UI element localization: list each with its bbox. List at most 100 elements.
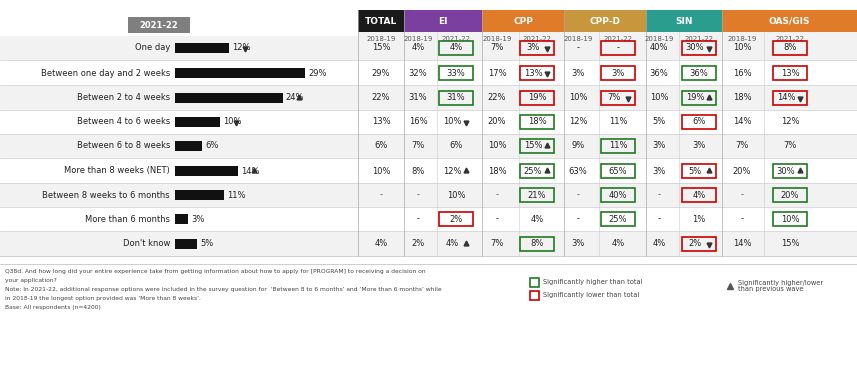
Text: 2021-22: 2021-22 <box>603 36 632 42</box>
Text: 2018-19: 2018-19 <box>482 36 512 42</box>
Text: 32%: 32% <box>409 68 428 78</box>
Text: 18%: 18% <box>733 93 752 102</box>
Text: 13%: 13% <box>524 68 542 78</box>
Bar <box>601 188 635 202</box>
Text: 36%: 36% <box>650 68 668 78</box>
Text: SIN: SIN <box>675 16 692 26</box>
Bar <box>773 188 807 202</box>
Text: 11%: 11% <box>608 142 627 150</box>
Bar <box>358 10 404 32</box>
Text: 10%: 10% <box>488 142 506 150</box>
Bar <box>0 86 857 110</box>
Text: 7%: 7% <box>490 239 504 249</box>
Text: 14%: 14% <box>733 117 752 127</box>
Text: 14%: 14% <box>241 167 260 176</box>
Bar <box>175 214 189 224</box>
Text: 18%: 18% <box>488 167 506 176</box>
Text: Between 8 weeks to 6 months: Between 8 weeks to 6 months <box>42 190 170 199</box>
Text: 17%: 17% <box>488 68 506 78</box>
Text: 6%: 6% <box>449 142 463 150</box>
Text: -: - <box>740 214 744 224</box>
Bar <box>0 36 857 60</box>
Text: 2%: 2% <box>688 239 702 249</box>
Text: 6%: 6% <box>205 142 219 150</box>
Text: Between 6 to 8 weeks: Between 6 to 8 weeks <box>76 142 170 150</box>
Text: 5%: 5% <box>688 167 702 176</box>
Bar <box>520 91 554 105</box>
Bar <box>404 10 482 32</box>
Text: -: - <box>657 190 661 199</box>
Text: 8%: 8% <box>411 167 425 176</box>
Text: 12%: 12% <box>781 117 800 127</box>
Text: 3%: 3% <box>652 142 666 150</box>
Bar <box>520 188 554 202</box>
Text: 2018-19: 2018-19 <box>563 36 593 42</box>
Bar <box>530 291 539 299</box>
Bar <box>0 134 857 158</box>
Bar <box>520 139 554 153</box>
Text: 2021-22: 2021-22 <box>685 36 714 42</box>
Bar <box>520 164 554 178</box>
Text: CPP: CPP <box>513 16 533 26</box>
Bar <box>175 141 202 151</box>
Text: 2021-22: 2021-22 <box>523 36 552 42</box>
Text: 30%: 30% <box>776 167 795 176</box>
Text: 2021-22: 2021-22 <box>441 36 470 42</box>
Text: -: - <box>577 44 579 52</box>
Text: 5%: 5% <box>652 117 666 127</box>
Text: 65%: 65% <box>608 167 627 176</box>
Text: 20%: 20% <box>781 190 800 199</box>
Text: 22%: 22% <box>488 93 506 102</box>
Text: 33%: 33% <box>446 68 465 78</box>
Text: 4%: 4% <box>530 214 543 224</box>
Bar <box>520 237 554 251</box>
Text: 2021-22: 2021-22 <box>776 36 805 42</box>
Bar <box>601 41 635 55</box>
Text: 36%: 36% <box>690 68 709 78</box>
Bar <box>175 239 197 249</box>
Bar <box>439 66 473 80</box>
Bar <box>439 212 473 226</box>
Text: -: - <box>577 214 579 224</box>
Text: 4%: 4% <box>449 44 463 52</box>
Text: 16%: 16% <box>409 117 428 127</box>
Bar <box>682 115 716 129</box>
Bar <box>773 91 807 105</box>
Text: 10%: 10% <box>650 93 668 102</box>
Bar <box>0 207 857 231</box>
Text: 13%: 13% <box>372 117 390 127</box>
Text: TOTAL: TOTAL <box>365 16 397 26</box>
Bar <box>773 66 807 80</box>
Bar <box>773 164 807 178</box>
Text: 10%: 10% <box>223 117 242 127</box>
Bar <box>646 10 722 32</box>
Text: Base: All respondents (n=4200): Base: All respondents (n=4200) <box>5 305 101 310</box>
Text: 4%: 4% <box>446 239 458 249</box>
Text: 4%: 4% <box>611 239 625 249</box>
Text: 4%: 4% <box>375 239 387 249</box>
Text: 4%: 4% <box>692 190 705 199</box>
Text: 13%: 13% <box>781 68 800 78</box>
Text: 29%: 29% <box>308 68 327 78</box>
Text: 3%: 3% <box>191 214 205 224</box>
Bar <box>773 212 807 226</box>
Text: More than 8 weeks (NET): More than 8 weeks (NET) <box>64 167 170 176</box>
Bar <box>682 237 716 251</box>
Text: 31%: 31% <box>409 93 428 102</box>
Text: 12%: 12% <box>443 167 461 176</box>
Bar <box>601 139 635 153</box>
Text: -: - <box>577 190 579 199</box>
Text: 22%: 22% <box>372 93 390 102</box>
Bar <box>0 159 857 183</box>
Bar <box>439 41 473 55</box>
Text: 7%: 7% <box>735 142 749 150</box>
Bar <box>682 41 716 55</box>
Bar <box>175 93 283 103</box>
Bar <box>175 190 225 200</box>
Text: CPP-D: CPP-D <box>590 16 620 26</box>
Text: 20%: 20% <box>488 117 506 127</box>
Text: 2%: 2% <box>411 239 424 249</box>
Text: 7%: 7% <box>411 142 425 150</box>
Text: 3%: 3% <box>572 68 584 78</box>
Text: 40%: 40% <box>608 190 627 199</box>
